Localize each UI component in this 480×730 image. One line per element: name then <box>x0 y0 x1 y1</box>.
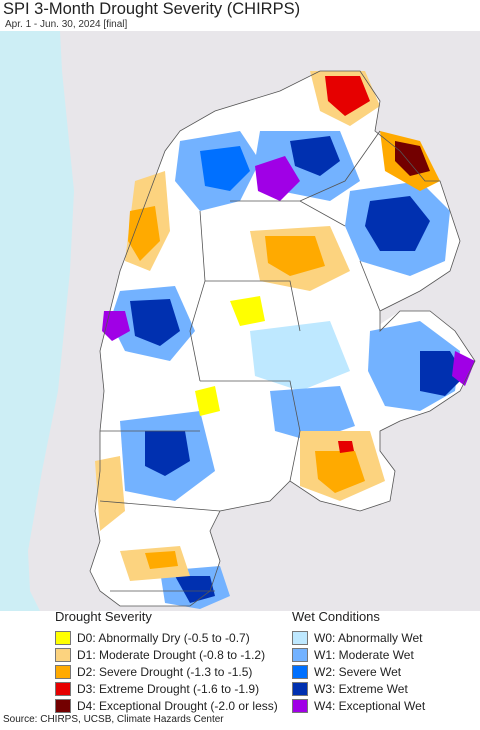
drought-map <box>0 31 480 611</box>
legend-item-d0: D0: Abnormally Dry (-0.5 to -0.7) <box>55 629 278 646</box>
legend-swatch-w2 <box>292 664 308 679</box>
wet-legend-title: Wet Conditions <box>292 609 380 624</box>
legend-item-d3: D3: Extreme Drought (-1.6 to -1.9) <box>55 680 278 697</box>
legend-item-d4: D4: Exceptional Drought (-2.0 or less) <box>55 697 278 714</box>
legend-label-w1: W1: Moderate Wet <box>314 647 414 662</box>
exceptional-wet-area-north <box>255 156 300 201</box>
extreme-wet-area-southwest <box>145 431 190 476</box>
exceptional-drought-area-northeast <box>395 141 430 176</box>
source-credit: Source: CHIRPS, UCSB, Climate Hazards Ce… <box>3 714 224 725</box>
severe-drought-area-northwest <box>128 206 160 261</box>
legend-swatch-w3 <box>292 681 308 696</box>
severe-drought-area-east <box>315 451 365 493</box>
legend-item-d1: D1: Moderate Drought (-0.8 to -1.2) <box>55 646 278 663</box>
severe-drought-area-center <box>265 236 325 276</box>
drought-legend-title: Drought Severity <box>55 609 152 624</box>
exceptional-wet-area-west <box>102 311 130 341</box>
extreme-wet-area-west <box>130 299 180 346</box>
legend-swatch-d3 <box>55 681 71 696</box>
moderate-wet-area-center <box>270 386 355 441</box>
drought-map-svg <box>0 31 480 611</box>
legend-item-d2: D2: Severe Drought (-1.3 to -1.5) <box>55 663 278 680</box>
exceptional-wet-area-uruguay <box>452 351 475 386</box>
extreme-drought-area-north <box>325 76 370 116</box>
legend-item-w2: W2: Severe Wet <box>292 663 425 680</box>
legend-swatch-d0 <box>55 630 71 645</box>
wet-areas <box>102 131 475 609</box>
legend-item-w4: W4: Exceptional Wet <box>292 697 425 714</box>
legend-swatch-w0 <box>292 630 308 645</box>
abnormally-wet-area-center <box>250 321 350 391</box>
legend-label-w4: W4: Exceptional Wet <box>314 698 426 713</box>
abnormally-dry-area-southwest <box>195 386 220 416</box>
province-borders <box>89 70 476 607</box>
legend-swatch-d4 <box>55 698 71 713</box>
legend-label-d1: D1: Moderate Drought (-0.8 to -1.2) <box>77 647 266 662</box>
legend-item-w1: W1: Moderate Wet <box>292 646 425 663</box>
legend-label-d4: D4: Exceptional Drought (-2.0 or less) <box>77 698 278 713</box>
map-subtitle: Apr. 1 - Jun. 30, 2024 [final] <box>5 19 128 30</box>
severe-drought-area-south <box>145 551 178 569</box>
legend-swatch-d1 <box>55 647 71 662</box>
severe-wet-area-north <box>200 146 250 191</box>
legend-swatch-w1 <box>292 647 308 662</box>
wet-legend: Wet Conditions W0: Abnormally Wet W1: Mo… <box>292 609 425 714</box>
moderate-drought-area-southwest <box>95 456 125 531</box>
legend-label-w0: W0: Abnormally Wet <box>314 630 423 645</box>
legend-label-w3: W3: Extreme Wet <box>314 681 408 696</box>
map-title: SPI 3-Month Drought Severity (CHIRPS) <box>3 0 301 18</box>
extreme-wet-area-north <box>290 136 340 176</box>
extreme-wet-area-paraguay <box>365 196 430 251</box>
extreme-wet-area-south <box>175 576 215 603</box>
legend-item-w3: W3: Extreme Wet <box>292 680 425 697</box>
drought-areas <box>95 71 440 581</box>
legend-label-w2: W2: Severe Wet <box>314 664 402 679</box>
legend-label-d2: D2: Severe Drought (-1.3 to -1.5) <box>77 664 253 679</box>
drought-legend: Drought Severity D0: Abnormally Dry (-0.… <box>55 609 278 714</box>
extreme-drought-area-east <box>338 441 354 453</box>
legend-item-w0: W0: Abnormally Wet <box>292 629 425 646</box>
legend-swatch-w4 <box>292 698 308 713</box>
legend-label-d3: D3: Extreme Drought (-1.6 to -1.9) <box>77 681 260 696</box>
legend-swatch-d2 <box>55 664 71 679</box>
legend-label-d0: D0: Abnormally Dry (-0.5 to -0.7) <box>77 630 250 645</box>
abnormally-dry-area-center <box>230 296 265 326</box>
